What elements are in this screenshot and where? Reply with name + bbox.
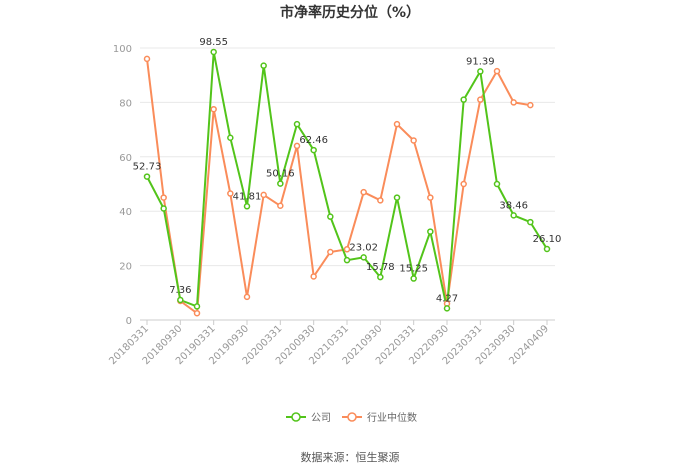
data-point[interactable]	[477, 96, 484, 103]
y-tick-label: 40	[119, 207, 132, 218]
data-point[interactable]	[393, 120, 401, 128]
data-point[interactable]	[277, 180, 284, 187]
data-point[interactable]	[143, 55, 151, 63]
data-point[interactable]	[293, 142, 301, 150]
x-axis-ticks: 2018033120180930201903312019093020200331…	[107, 320, 551, 367]
data-point[interactable]	[493, 67, 501, 75]
y-tick-label: 60	[119, 153, 132, 164]
data-point[interactable]	[510, 212, 517, 219]
legend[interactable]: 公司 行业中位数	[286, 411, 417, 424]
series-lines	[146, 50, 548, 315]
data-point[interactable]	[393, 194, 401, 201]
grid	[140, 47, 555, 321]
data-point[interactable]	[343, 246, 351, 253]
data-point[interactable]	[327, 248, 334, 256]
data-point[interactable]	[360, 188, 367, 196]
data-point[interactable]	[143, 173, 151, 180]
data-point[interactable]	[310, 146, 317, 154]
legend-item[interactable]: 公司	[286, 412, 331, 424]
data-point[interactable]	[160, 194, 167, 201]
data-point[interactable]	[177, 296, 184, 304]
data-point[interactable]	[310, 273, 317, 280]
data-point[interactable]	[260, 191, 267, 199]
legend-swatch-marker	[291, 412, 301, 422]
series-points	[143, 48, 551, 317]
data-label: 62.46	[299, 135, 328, 146]
data-point[interactable]	[343, 256, 351, 264]
data-point[interactable]	[360, 254, 367, 261]
data-label: 38.46	[499, 200, 528, 211]
data-label: 4.27	[436, 293, 458, 304]
data-label: 23.02	[349, 242, 378, 253]
y-tick-label: 0	[126, 316, 132, 327]
data-point[interactable]	[210, 105, 217, 113]
data-point[interactable]	[193, 303, 201, 310]
data-point[interactable]	[243, 293, 251, 301]
data-label: 91.39	[466, 56, 495, 67]
y-axis-ticks: 0 20 40 60 80 100	[113, 44, 132, 327]
data-point[interactable]	[527, 101, 534, 109]
data-label: 52.73	[133, 162, 162, 173]
legend-item[interactable]: 行业中位数	[342, 411, 417, 424]
data-point[interactable]	[493, 180, 501, 188]
chart-title: 市净率历史分位（%）	[280, 4, 420, 21]
data-point[interactable]	[243, 203, 251, 210]
data-label: 50.16	[266, 169, 295, 180]
data-label: 7.36	[169, 285, 191, 296]
data-label: 41.81	[233, 191, 262, 202]
source-note: 数据来源：恒生聚源	[301, 450, 400, 464]
data-label: 98.55	[199, 37, 228, 48]
data-point[interactable]	[410, 137, 417, 144]
data-point[interactable]	[427, 228, 434, 235]
data-point[interactable]	[410, 275, 417, 282]
data-point[interactable]	[293, 120, 301, 128]
data-point[interactable]	[227, 134, 234, 142]
data-label: 26.10	[533, 234, 562, 245]
legend-label: 行业中位数	[367, 411, 417, 424]
data-point[interactable]	[327, 213, 334, 220]
data-point[interactable]	[227, 190, 234, 197]
data-point[interactable]	[477, 68, 484, 75]
data-point[interactable]	[460, 96, 467, 103]
data-label: 15.25	[399, 264, 428, 275]
data-point[interactable]	[510, 99, 517, 106]
legend-label: 公司	[311, 413, 331, 424]
data-point[interactable]	[160, 205, 167, 212]
series-line-1	[146, 58, 531, 315]
data-point[interactable]	[193, 309, 201, 317]
data-point[interactable]	[277, 202, 284, 210]
data-point[interactable]	[543, 245, 551, 253]
data-point[interactable]	[527, 218, 534, 226]
data-labels: 52.73 7.36 98.55 41.81 50.16 62.46 23.02 15.78 1…	[133, 37, 562, 304]
data-point[interactable]	[210, 48, 217, 56]
data-label: 15.78	[366, 262, 395, 273]
data-point[interactable]	[460, 180, 467, 188]
data-point[interactable]	[377, 273, 384, 281]
data-point[interactable]	[443, 305, 451, 312]
y-tick-label: 20	[119, 262, 132, 273]
legend-swatch-marker	[347, 412, 357, 422]
data-point[interactable]	[377, 197, 384, 204]
y-tick-label: 100	[113, 44, 132, 55]
data-point[interactable]	[260, 62, 267, 69]
y-tick-label: 80	[119, 98, 132, 109]
data-point[interactable]	[427, 194, 434, 201]
